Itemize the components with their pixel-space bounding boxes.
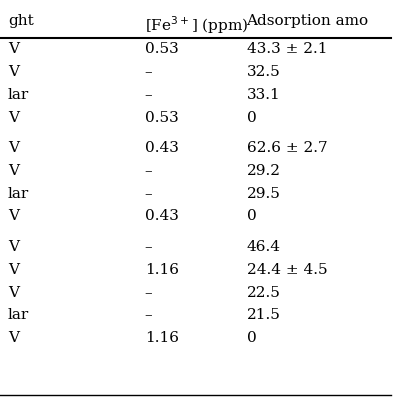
Text: V: V xyxy=(8,65,19,79)
Text: 62.6 ± 2.7: 62.6 ± 2.7 xyxy=(247,141,327,155)
Text: –: – xyxy=(145,65,152,79)
Text: [Fe$^{3+}$] (ppm): [Fe$^{3+}$] (ppm) xyxy=(145,14,248,36)
Text: 0.43: 0.43 xyxy=(145,209,179,223)
Text: 43.3 ± 2.1: 43.3 ± 2.1 xyxy=(247,42,327,56)
Text: lar: lar xyxy=(8,88,29,102)
Text: –: – xyxy=(145,286,152,300)
Text: –: – xyxy=(145,88,152,102)
Text: 0: 0 xyxy=(247,209,256,223)
Text: V: V xyxy=(8,42,19,56)
Text: 29.2: 29.2 xyxy=(247,164,280,178)
Text: 33.1: 33.1 xyxy=(247,88,280,102)
Text: 0: 0 xyxy=(247,111,256,124)
Text: V: V xyxy=(8,263,19,277)
Text: 24.4 ± 4.5: 24.4 ± 4.5 xyxy=(247,263,327,277)
Text: Adsorption amo: Adsorption amo xyxy=(247,14,369,28)
Text: –: – xyxy=(145,164,152,178)
Text: 0.53: 0.53 xyxy=(145,42,178,56)
Text: 1.16: 1.16 xyxy=(145,331,179,345)
Text: V: V xyxy=(8,240,19,254)
Text: V: V xyxy=(8,209,19,223)
Text: V: V xyxy=(8,111,19,124)
Text: lar: lar xyxy=(8,308,29,322)
Text: 0.43: 0.43 xyxy=(145,141,179,155)
Text: V: V xyxy=(8,286,19,300)
Text: 0.53: 0.53 xyxy=(145,111,178,124)
Text: 21.5: 21.5 xyxy=(247,308,280,322)
Text: 29.5: 29.5 xyxy=(247,187,280,201)
Text: –: – xyxy=(145,187,152,201)
Text: lar: lar xyxy=(8,187,29,201)
Text: V: V xyxy=(8,164,19,178)
Text: V: V xyxy=(8,331,19,345)
Text: –: – xyxy=(145,308,152,322)
Text: 1.16: 1.16 xyxy=(145,263,179,277)
Text: V: V xyxy=(8,141,19,155)
Text: 22.5: 22.5 xyxy=(247,286,280,300)
Text: ght: ght xyxy=(8,14,34,28)
Text: –: – xyxy=(145,240,152,254)
Text: 0: 0 xyxy=(247,331,256,345)
Text: 46.4: 46.4 xyxy=(247,240,280,254)
Text: 32.5: 32.5 xyxy=(247,65,280,79)
